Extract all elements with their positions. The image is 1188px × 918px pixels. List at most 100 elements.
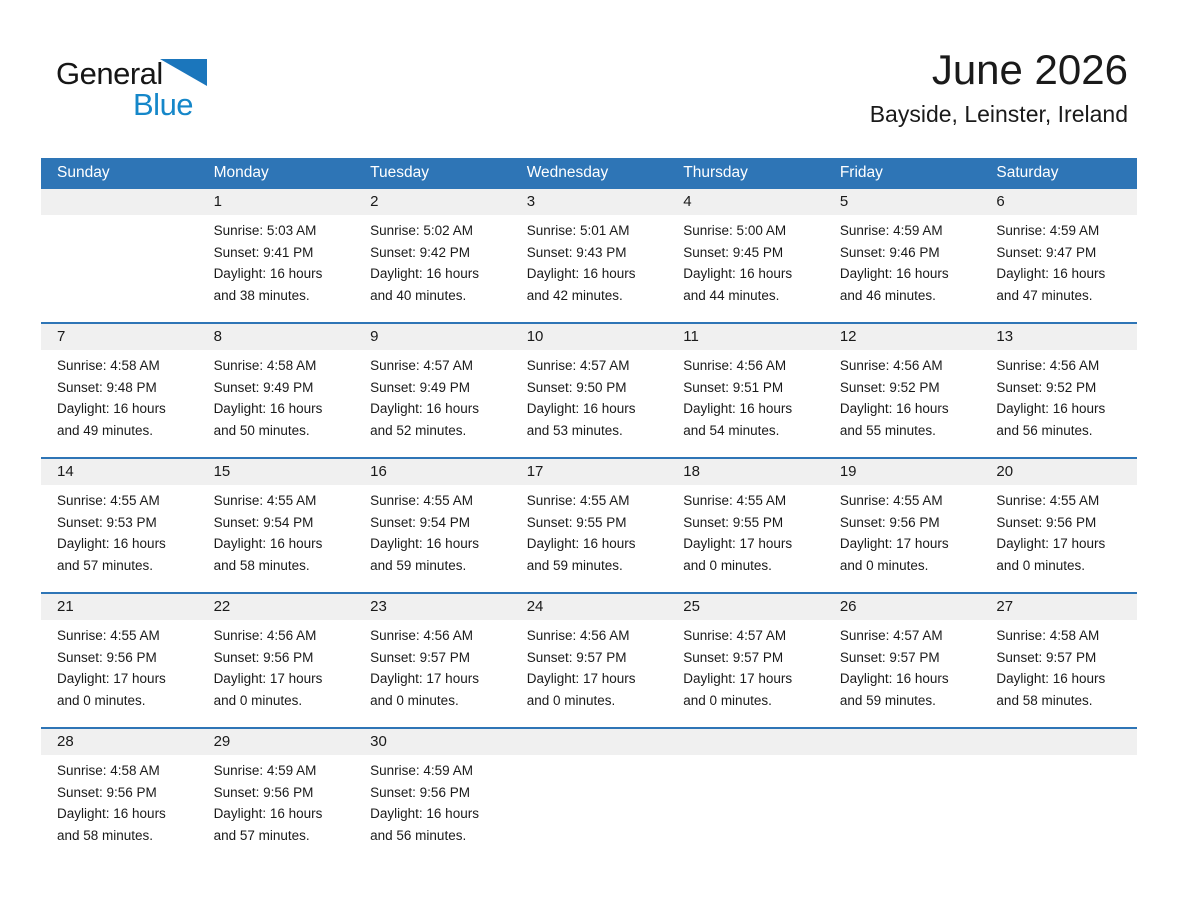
sunrise-text: Sunrise: 5:03 AM: [213, 223, 317, 238]
sunrise-text: Sunrise: 4:59 AM: [370, 763, 473, 778]
sunrise-text: Sunrise: 4:57 AM: [526, 358, 630, 373]
sunset-text: Sunset: 9:46 PM: [839, 244, 940, 260]
day-cell: 4 Sunrise: 5:00 AM Sunset: 9:45 PM Daylight…: [667, 189, 824, 322]
daylight-text-line2: and 0 minutes.: [526, 692, 616, 708]
sunset-text: Sunset: 9:51 PM: [683, 379, 784, 395]
day-cell: 19 Sunrise: 4:55 AM Sunset: 9:56 PM Dayligh…: [823, 459, 981, 592]
day-number: 1: [197, 189, 355, 215]
sunset-text: Sunset: 9:53 PM: [57, 514, 157, 530]
day-number: 22: [197, 594, 355, 620]
sunrise-text: Sunrise: 5:02 AM: [370, 223, 473, 238]
day-number: 27: [980, 594, 1137, 620]
day-cell: 3 Sunrise: 5:01 AM Sunset: 9:43 PM Daylight…: [510, 189, 668, 322]
daylight-text-line2: and 40 minutes.: [370, 287, 467, 303]
day-info: Sunrise: 4:55 AM Sunset: 9:54 PM Daylight:…: [354, 485, 511, 576]
daylight-text-line2: and 59 minutes.: [839, 692, 936, 708]
sunset-text: Sunset: 9:47 PM: [996, 244, 1097, 260]
day-info: Sunrise: 5:02 AM Sunset: 9:42 PM Daylight:…: [354, 215, 511, 306]
day-info: Sunrise: 4:58 AM Sunset: 9:57 PM Daylight:…: [980, 620, 1137, 711]
daylight-text-line1: Daylight: 16 hours: [370, 266, 479, 281]
daylight-text-line2: and 0 minutes.: [996, 557, 1085, 573]
day-info: Sunrise: 4:56 AM Sunset: 9:51 PM Daylight:…: [667, 350, 824, 441]
day-cell: 26 Sunrise: 4:57 AM Sunset: 9:57 PM Dayligh…: [823, 594, 981, 727]
sunset-text: Sunset: 9:54 PM: [370, 514, 470, 530]
daylight-text-line2: and 58 minutes.: [213, 557, 310, 573]
day-info: Sunrise: 4:55 AM Sunset: 9:53 PM Daylight:…: [41, 485, 198, 576]
sunrise-text: Sunrise: 4:55 AM: [839, 493, 943, 508]
day-cell: 10 Sunrise: 4:57 AM Sunset: 9:50 PM Dayligh…: [510, 324, 668, 457]
sunset-text: Sunset: 9:52 PM: [996, 379, 1097, 395]
day-cell: 6 Sunrise: 4:59 AM Sunset: 9:47 PM Daylight…: [980, 189, 1137, 322]
daylight-text-line1: Daylight: 16 hours: [526, 536, 636, 551]
day-info: Sunrise: 4:58 AM Sunset: 9:48 PM Daylight:…: [41, 350, 198, 441]
daylight-text-line2: and 53 minutes.: [526, 422, 623, 438]
daylight-text-line2: and 50 minutes.: [213, 422, 310, 438]
daylight-text-line1: Daylight: 16 hours: [526, 266, 636, 281]
day-number: 30: [354, 729, 511, 755]
dow-monday: Monday: [213, 163, 269, 181]
daylight-text-line1: Daylight: 17 hours: [526, 671, 636, 686]
day-cell: 22 Sunrise: 4:56 AM Sunset: 9:56 PM Dayligh…: [197, 594, 355, 727]
sunrise-text: Sunrise: 4:55 AM: [57, 493, 160, 508]
page-header: General Blue June 2026 Bayside, Leinster…: [0, 0, 1188, 158]
day-info: Sunrise: 4:58 AM Sunset: 9:49 PM Daylight:…: [198, 350, 355, 441]
sunrise-text: Sunrise: 4:56 AM: [683, 358, 787, 373]
sunset-text: Sunset: 9:56 PM: [839, 514, 940, 530]
dow-saturday: Saturday: [996, 163, 1059, 181]
daylight-text-line2: and 58 minutes.: [57, 827, 154, 843]
daylight-text-line1: Daylight: 17 hours: [996, 536, 1106, 551]
general-blue-logo: General Blue: [56, 58, 256, 128]
day-info: Sunrise: 4:56 AM Sunset: 9:56 PM Daylight:…: [198, 620, 355, 711]
daylight-text-line2: and 49 minutes.: [57, 422, 154, 438]
day-info: Sunrise: 4:57 AM Sunset: 9:57 PM Daylight:…: [824, 620, 981, 711]
day-info: Sunrise: 5:01 AM Sunset: 9:43 PM Daylight:…: [511, 215, 668, 306]
day-number: [510, 729, 668, 755]
sunset-text: Sunset: 9:49 PM: [370, 379, 470, 395]
dow-wednesday: Wednesday: [526, 163, 609, 181]
day-number: 26: [823, 594, 981, 620]
day-cell: 16 Sunrise: 4:55 AM Sunset: 9:54 PM Dayligh…: [354, 459, 511, 592]
daylight-text-line1: Daylight: 16 hours: [996, 266, 1106, 281]
sunset-text: Sunset: 9:56 PM: [57, 784, 157, 800]
day-number: 18: [667, 459, 824, 485]
sunrise-text: Sunrise: 5:01 AM: [526, 223, 630, 238]
sunset-text: Sunset: 9:42 PM: [370, 244, 470, 260]
day-info: Sunrise: 4:56 AM Sunset: 9:57 PM Daylight:…: [511, 620, 668, 711]
daylight-text-line1: Daylight: 16 hours: [57, 536, 166, 551]
day-number: 23: [354, 594, 511, 620]
sunset-text: Sunset: 9:48 PM: [57, 379, 157, 395]
dow-thursday: Thursday: [683, 163, 748, 181]
day-info: Sunrise: 4:59 AM Sunset: 9:46 PM Daylight:…: [824, 215, 981, 306]
daylight-text-line2: and 0 minutes.: [57, 692, 146, 708]
daylight-text-line1: Daylight: 16 hours: [839, 671, 949, 686]
sunset-text: Sunset: 9:56 PM: [57, 649, 157, 665]
daylight-text-line1: Daylight: 16 hours: [996, 401, 1106, 416]
daylight-text-line2: and 54 minutes.: [683, 422, 780, 438]
daylight-text-line1: Daylight: 16 hours: [57, 806, 166, 821]
daylight-text-line2: and 0 minutes.: [683, 692, 772, 708]
sunset-text: Sunset: 9:56 PM: [213, 649, 314, 665]
day-cell: 25 Sunrise: 4:57 AM Sunset: 9:57 PM Dayligh…: [667, 594, 824, 727]
day-cell: 28 Sunrise: 4:58 AM Sunset: 9:56 PM Dayligh…: [41, 729, 198, 862]
day-of-week-header-row: Sunday Monday Tuesday Wednesday Thursday…: [41, 158, 1137, 187]
day-info: Sunrise: 5:00 AM Sunset: 9:45 PM Daylight:…: [667, 215, 824, 306]
sunset-text: Sunset: 9:52 PM: [839, 379, 940, 395]
daylight-text-line2: and 0 minutes.: [213, 692, 303, 708]
day-cell: 13 Sunrise: 4:56 AM Sunset: 9:52 PM Dayligh…: [980, 324, 1137, 457]
day-number: [980, 729, 1137, 755]
daylight-text-line2: and 56 minutes.: [370, 827, 467, 843]
day-info: Sunrise: 4:55 AM Sunset: 9:54 PM Daylight:…: [198, 485, 355, 576]
empty-day-cell: [510, 729, 668, 862]
day-number: 3: [510, 189, 668, 215]
day-info: Sunrise: 4:57 AM Sunset: 9:57 PM Daylight:…: [667, 620, 824, 711]
day-number: 5: [823, 189, 981, 215]
dow-sunday: Sunday: [57, 163, 110, 181]
sunrise-text: Sunrise: 4:59 AM: [996, 223, 1100, 238]
sunrise-text: Sunrise: 4:56 AM: [213, 628, 317, 643]
day-info: Sunrise: 4:57 AM Sunset: 9:49 PM Daylight:…: [354, 350, 511, 441]
sunset-text: Sunset: 9:57 PM: [996, 649, 1097, 665]
day-cell: 11 Sunrise: 4:56 AM Sunset: 9:51 PM Dayligh…: [667, 324, 824, 457]
daylight-text-line1: Daylight: 16 hours: [683, 401, 793, 416]
sunrise-text: Sunrise: 4:58 AM: [996, 628, 1100, 643]
day-number: 25: [667, 594, 824, 620]
